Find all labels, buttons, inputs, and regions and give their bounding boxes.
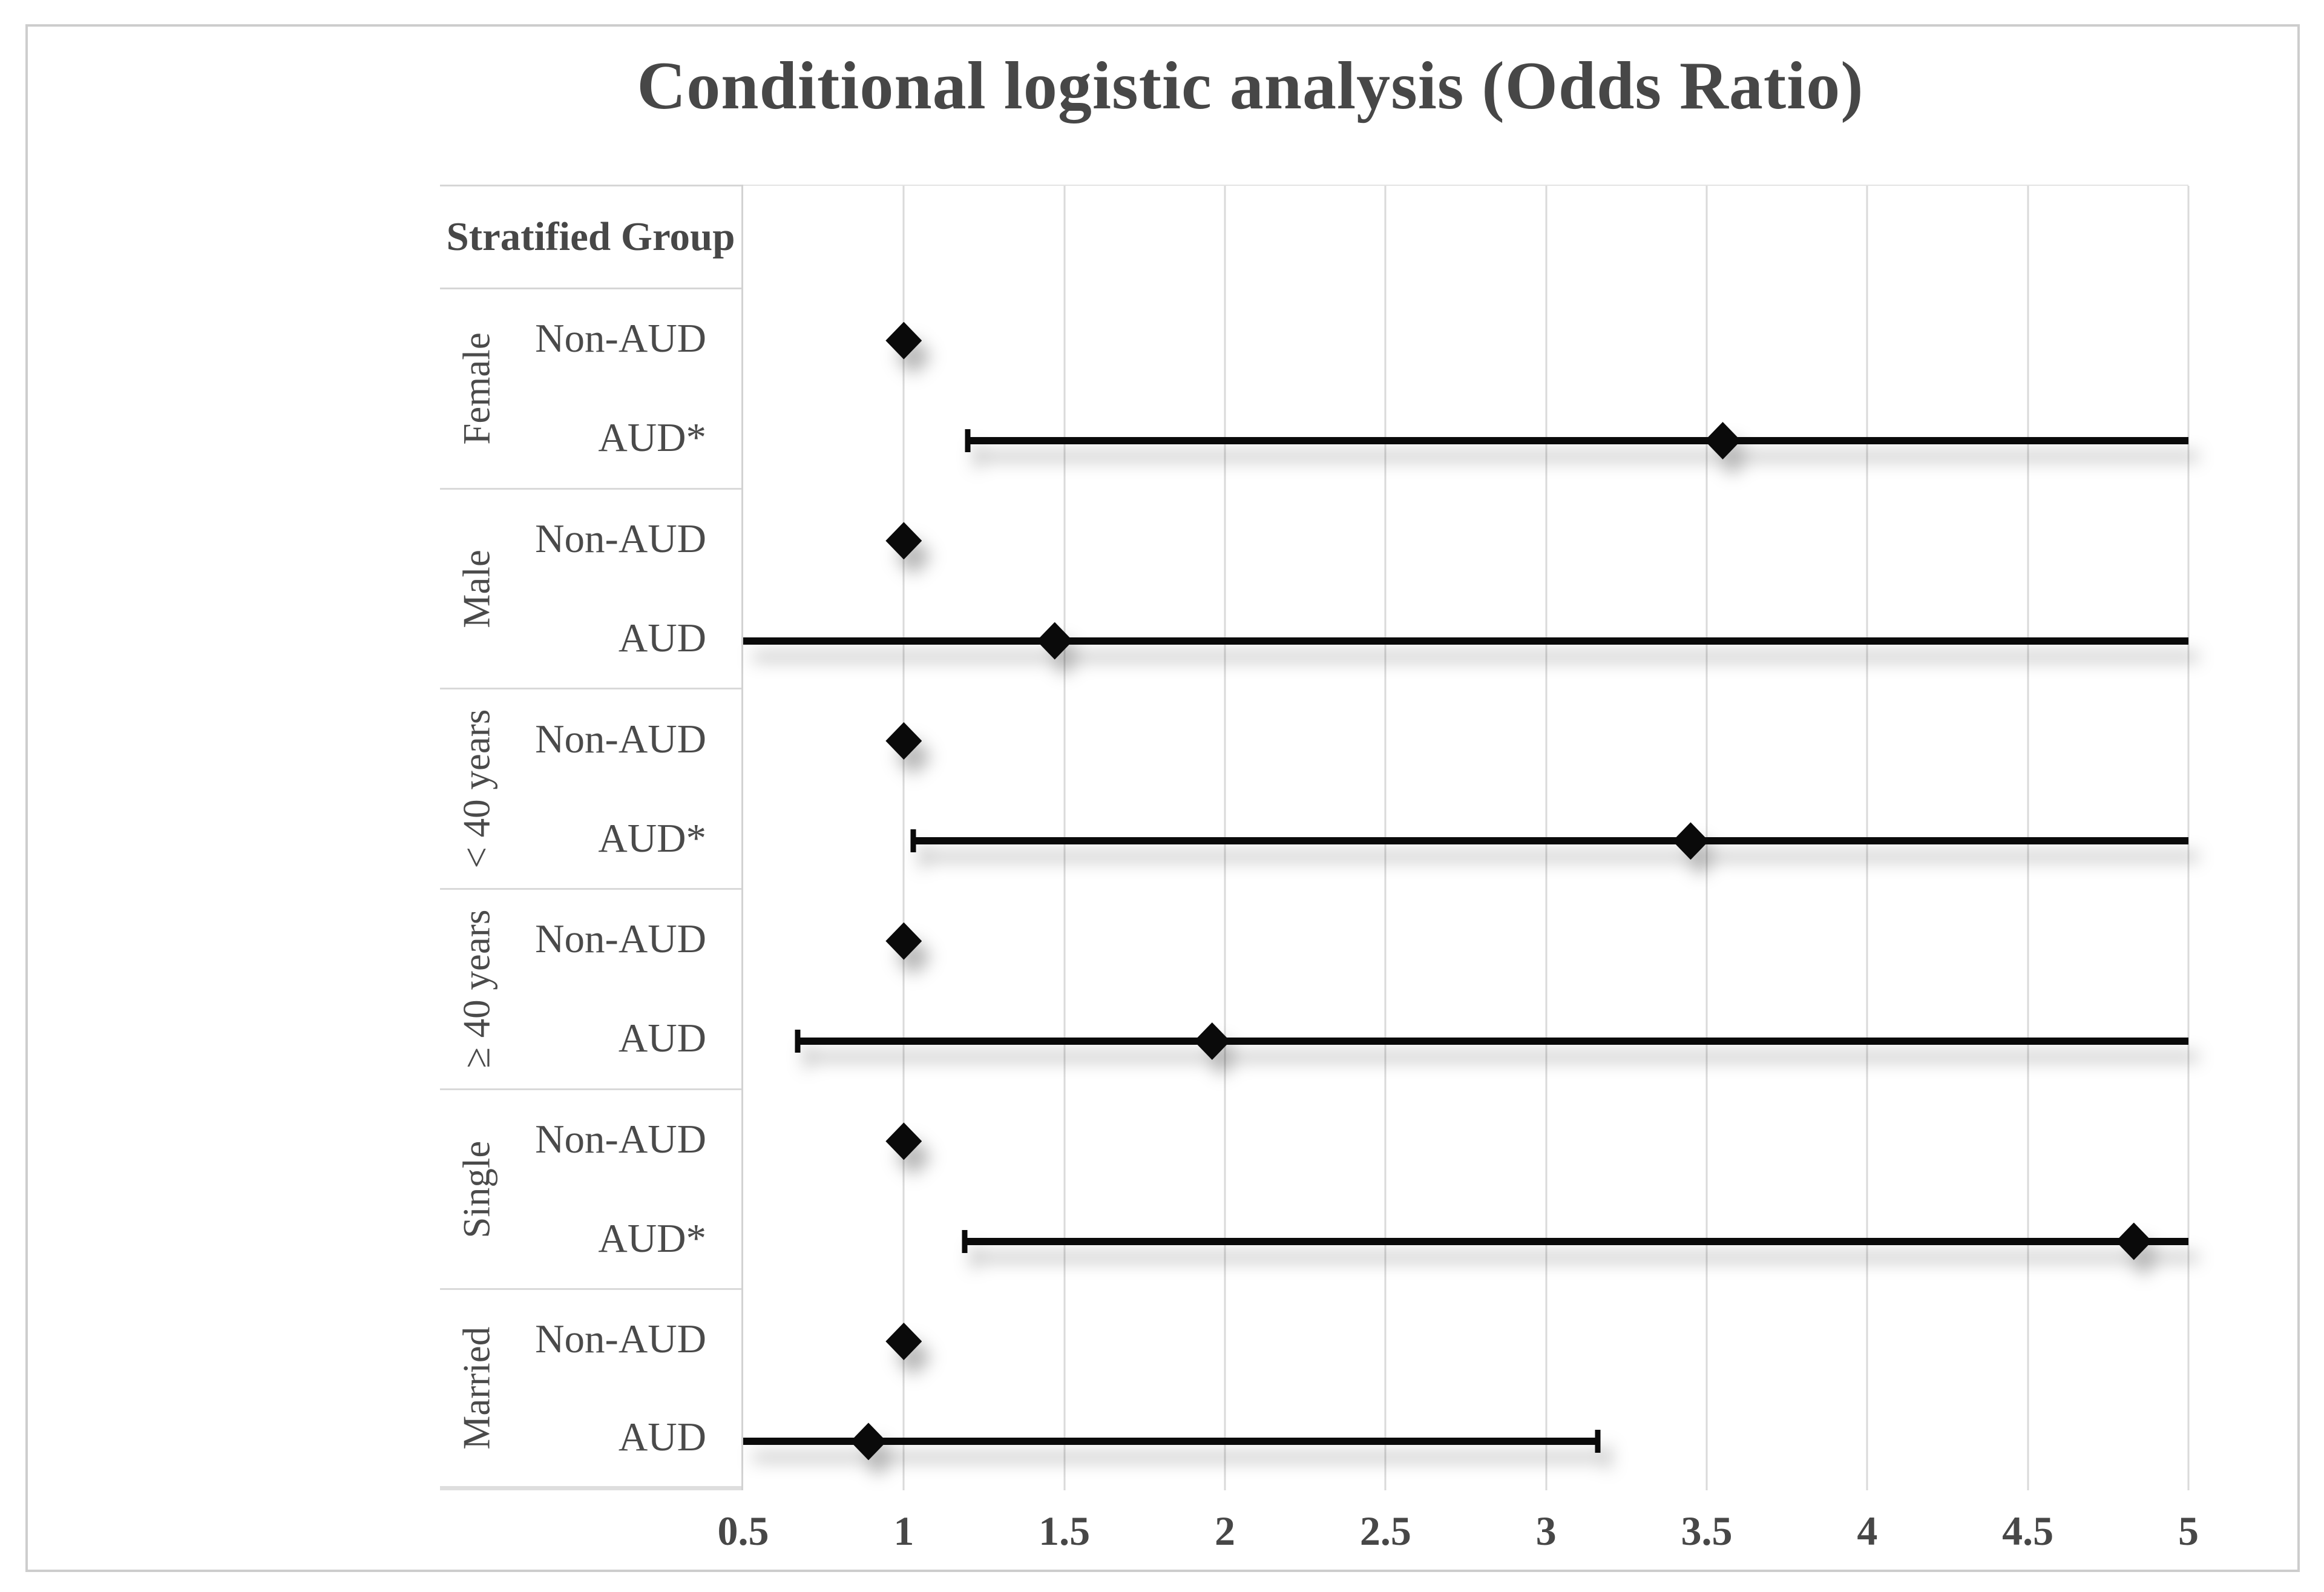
odds-ratio-diamond-marker: [1036, 622, 1073, 660]
odds-ratio-diamond-marker: [885, 321, 922, 360]
group-cell: Female Non-AUD AUD*: [440, 289, 741, 490]
group-cell: Married Non-AUD AUD: [440, 1290, 741, 1490]
row-label: AUD*: [598, 1215, 706, 1261]
odds-ratio-diamond-marker: [1704, 422, 1741, 459]
row-label: Non-AUD: [535, 716, 706, 761]
row-label: Non-AUD: [535, 316, 706, 361]
row-label: AUD: [618, 615, 706, 660]
group-cell: ≥ 40 years Non-AUD AUD: [440, 890, 741, 1090]
confidence-interval-line: [743, 1438, 1598, 1446]
row-label: AUD*: [598, 815, 706, 861]
chart-title: Conditional logistic analysis (Odds Rati…: [637, 48, 1864, 123]
ci-lower-cap: [795, 1030, 801, 1053]
confidence-interval-line: [968, 437, 2188, 444]
ci-lower-cap: [910, 829, 916, 853]
row-label: Non-AUD: [535, 916, 706, 962]
ci-upper-cap: [1595, 1430, 1601, 1453]
odds-ratio-diamond-marker: [885, 522, 922, 560]
odds-ratio-diamond-marker: [1672, 822, 1709, 860]
confidence-interval-line: [798, 1038, 2188, 1045]
row-label: AUD: [618, 1414, 706, 1459]
row-label: Non-AUD: [535, 1117, 706, 1162]
group-label-cells: Female Non-AUD AUD* Male Non-AUD AUD < 40 year…: [440, 289, 741, 1490]
x-axis: 0.5 1 1.5 2 2.5 3 3.5 4 4.5 5: [718, 1490, 2199, 1572]
odds-ratio-diamond-marker: [850, 1423, 887, 1461]
gridline: [2187, 186, 2190, 1490]
group-cell: < 40 years Non-AUD AUD*: [440, 689, 741, 890]
x-tick-label: 2.5: [1359, 1508, 1411, 1554]
x-tick-label: 3: [1535, 1508, 1557, 1554]
odds-ratio-diamond-marker: [2115, 1222, 2152, 1260]
x-tick-label: 1: [893, 1508, 914, 1554]
row-label: AUD*: [598, 415, 706, 461]
plot-area: [743, 185, 2190, 1490]
stratified-group-column: Stratified Group Female Non-AUD AUD* Male No…: [440, 185, 743, 1490]
confidence-interval-line: [743, 637, 2188, 645]
x-tick-label: 4: [1857, 1508, 1878, 1554]
x-tick-label: 2: [1215, 1508, 1235, 1554]
odds-ratio-diamond-marker: [885, 722, 922, 760]
x-tick-label: 1.5: [1039, 1508, 1091, 1554]
x-tick-label: 0.5: [717, 1508, 769, 1554]
confidence-interval-line: [965, 1237, 2188, 1245]
x-tick-label: 5: [2178, 1508, 2199, 1554]
x-tick-label: 4.5: [2002, 1508, 2054, 1554]
odds-ratio-diamond-marker: [885, 1323, 922, 1360]
gridline: [902, 186, 905, 1490]
odds-ratio-diamond-marker: [885, 922, 922, 960]
row-label: Non-AUD: [535, 1316, 706, 1361]
stratified-group-header: Stratified Group: [440, 185, 741, 289]
row-label: Non-AUD: [535, 516, 706, 562]
row-label: AUD: [618, 1016, 706, 1061]
group-cell: Single Non-AUD AUD*: [440, 1090, 741, 1291]
confidence-interval-line: [913, 837, 2188, 845]
group-cell: Male Non-AUD AUD: [440, 490, 741, 690]
ci-lower-cap: [965, 429, 971, 452]
x-tick-label: 3.5: [1681, 1508, 1733, 1554]
odds-ratio-diamond-marker: [885, 1122, 922, 1160]
ci-lower-cap: [962, 1229, 968, 1253]
